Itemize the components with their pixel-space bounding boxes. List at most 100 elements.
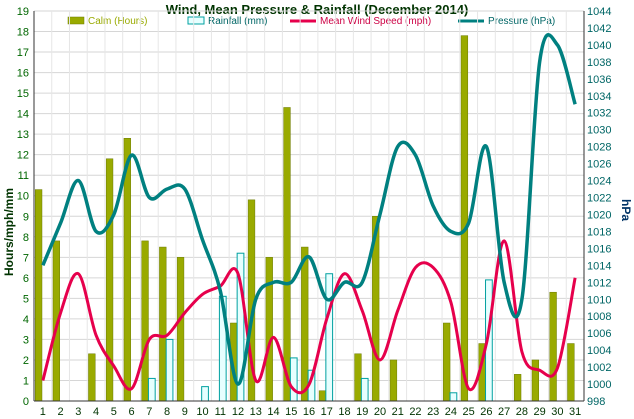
x-tick-label: 26	[480, 406, 492, 418]
x-tick-label: 18	[338, 406, 350, 418]
left-tick-label: 10	[17, 191, 29, 203]
left-tick-label: 9	[23, 211, 29, 223]
right-tick-label: 1018	[587, 226, 611, 238]
right-axis-ticks: 998 1000 1002 1004 1006 1008 1010 1012 1014 1016 1…	[587, 6, 611, 408]
x-tick-label: 31	[569, 406, 581, 418]
calm-bar	[159, 246, 167, 402]
rainfall-bar	[360, 377, 369, 402]
left-tick-label: 14	[17, 109, 29, 121]
legend-swatch	[187, 16, 205, 25]
calm-bar	[141, 240, 149, 402]
y-axis-label: Hours/mph/mm	[2, 188, 16, 276]
right-tick-label: 1028	[587, 142, 611, 154]
x-tick-label: 27	[498, 406, 510, 418]
right-tick-label: 1012	[587, 277, 611, 289]
calm-bar	[549, 291, 557, 402]
x-tick-label: 9	[182, 406, 188, 418]
left-tick-label: 12	[17, 150, 29, 162]
left-tick-label: 15	[17, 88, 29, 100]
right-tick-label: 1026	[587, 159, 611, 171]
right-tick-label: 1004	[587, 345, 611, 357]
left-tick-label: 5	[23, 293, 29, 305]
right-tick-label: 1022	[587, 193, 611, 205]
legend-swatch	[67, 16, 85, 25]
wind-speed-series	[41, 239, 577, 395]
left-tick-label: 2	[23, 355, 29, 367]
left-tick-label: 8	[23, 232, 29, 244]
x-tick-label: 24	[445, 406, 457, 418]
legend-label: Mean Wind Speed (mph)	[320, 16, 431, 27]
calm-bar	[34, 189, 43, 402]
right-tick-label: 998	[587, 396, 605, 408]
legend-item: Mean Wind Speed (mph)	[290, 16, 431, 27]
right-tick-label: 1002	[587, 362, 611, 374]
x-tick-label: 21	[392, 406, 404, 418]
left-tick-label: 0	[23, 396, 29, 408]
calm-bar	[176, 257, 185, 402]
x-tick-label: 4	[93, 406, 99, 418]
pressure-line	[41, 33, 577, 386]
left-tick-label: 18	[17, 27, 29, 39]
right-tick-label: 1030	[587, 125, 611, 137]
right-tick-label: 1024	[587, 176, 611, 188]
calm-bars	[34, 35, 575, 402]
calm-bar	[567, 343, 575, 402]
left-tick-label: 7	[23, 252, 29, 264]
x-tick-label: 8	[164, 406, 170, 418]
right-tick-label: 1010	[587, 294, 611, 306]
x-tick-label: 25	[463, 406, 475, 418]
left-tick-label: 1	[23, 375, 29, 387]
y2-axis-label: hPa	[619, 199, 633, 221]
rainfall-bar	[147, 377, 156, 402]
x-tick-label: 28	[516, 406, 528, 418]
x-tick-label: 19	[356, 406, 368, 418]
right-tick-label: 1044	[587, 6, 611, 18]
x-tick-label: 5	[111, 406, 117, 418]
calm-bar	[88, 353, 96, 402]
right-tick-label: 1036	[587, 74, 611, 86]
left-tick-label: 4	[23, 314, 29, 326]
right-tick-label: 1032	[587, 108, 611, 120]
legend: Calm (Hours) Rainfall (mm) Mean Wind Speed…	[67, 16, 555, 27]
calm-bar	[318, 390, 327, 402]
x-tick-label: 14	[267, 406, 279, 418]
left-tick-label: 17	[17, 47, 29, 59]
legend-item: Calm (Hours)	[67, 16, 147, 27]
x-tick-label: 22	[409, 406, 421, 418]
x-tick-label: 1	[40, 406, 46, 418]
x-tick-label: 30	[551, 406, 563, 418]
x-tick-label: 23	[427, 406, 439, 418]
rainfall-bar	[201, 386, 209, 402]
left-tick-label: 16	[17, 68, 29, 80]
calm-bar	[514, 374, 522, 402]
x-tick-label: 29	[534, 406, 546, 418]
left-tick-label: 13	[17, 129, 29, 141]
x-tick-label: 10	[196, 406, 208, 418]
x-tick-label: 2	[58, 406, 64, 418]
left-tick-label: 11	[18, 170, 29, 182]
axes	[33, 11, 585, 402]
x-tick-label: 11	[215, 406, 226, 418]
x-tick-label: 13	[250, 406, 262, 418]
right-tick-label: 1016	[587, 243, 611, 255]
x-tick-label: 6	[129, 406, 135, 418]
pressure-series	[41, 33, 577, 386]
calm-bar	[389, 359, 398, 402]
right-tick-label: 1014	[587, 260, 611, 272]
rainfall-bar	[449, 392, 458, 402]
right-tick-label: 1000	[587, 379, 611, 391]
right-tick-label: 1034	[587, 91, 611, 103]
x-tick-label: 17	[321, 406, 333, 418]
x-axis-ticks: 1 2 3 4 5 6 7 8 9 10 11 12 13 14 15 16 17 18 19 20 21 22 23 24 2…	[40, 406, 581, 418]
wind-speed-line	[41, 239, 577, 395]
right-tick-label: 1020	[587, 209, 611, 221]
x-tick-label: 12	[232, 406, 244, 418]
calm-bar	[460, 35, 469, 402]
right-tick-label: 1042	[587, 23, 611, 35]
left-tick-label: 3	[23, 334, 29, 346]
x-tick-label: 16	[303, 406, 315, 418]
left-tick-label: 19	[17, 6, 29, 18]
legend-label: Pressure (hPa)	[488, 16, 555, 27]
